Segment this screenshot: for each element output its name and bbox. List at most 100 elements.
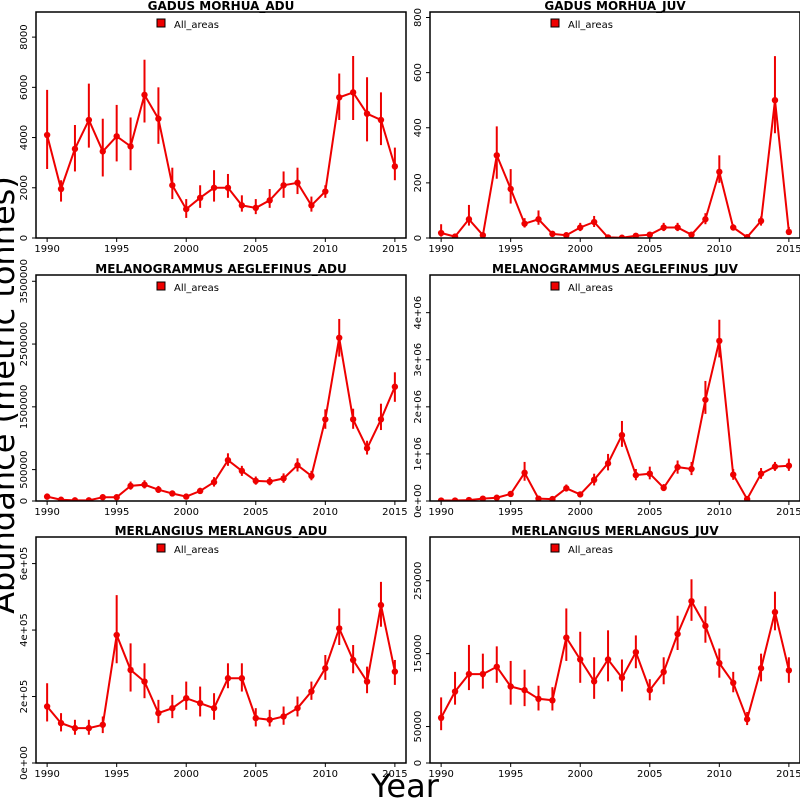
data-point [590,476,598,484]
data-point [674,224,681,231]
data-point [730,679,737,687]
data-point [85,497,93,501]
panel-title: GADUS MORHUA_JUV [544,0,686,14]
y-tick-label: 6e+05 [19,547,30,581]
data-point [322,665,329,672]
data-point [563,634,570,641]
data-point [127,482,134,490]
data-point [169,704,176,712]
series-line [46,604,396,730]
y-tick-label: 1e+06 [413,437,424,471]
legend-swatch [550,18,560,28]
data-point [563,485,570,492]
data-point [688,465,695,473]
data-point [604,460,612,467]
y-tick-label: 600 [413,63,424,82]
y-tick-label: 3e+06 [413,343,424,377]
x-tick-label: 1990 [34,507,59,518]
data-point [113,631,120,639]
data-point [771,608,779,616]
x-tick-label: 2015 [776,244,800,255]
data-point [336,94,343,101]
x-tick-label: 2015 [382,769,407,780]
data-point [604,656,612,663]
data-point [563,232,570,238]
data-point [294,704,301,712]
data-point [71,145,79,153]
data-point [238,202,246,209]
data-point [99,148,106,155]
x-tick-label: 2010 [313,507,338,518]
data-point [479,232,487,238]
data-point [363,445,371,452]
data-point [349,416,357,423]
data-point [618,431,626,439]
panel-title: GADUS MORHUA_ADU [148,0,295,14]
data-point [590,678,598,685]
x-axis-title: Year [370,767,440,800]
data-point [224,675,232,682]
data-point [196,487,204,495]
x-tick-label: 2000 [567,244,592,255]
y-tick-label: 2e+06 [413,390,424,424]
plot-frame [35,11,407,239]
plot-frame [429,536,800,764]
data-point [155,486,162,493]
data-point [349,656,357,664]
data-point [660,224,667,231]
data-point [280,182,287,189]
y-tick-label: 0 [19,235,30,241]
data-point [363,678,371,685]
plot-frame [429,274,800,502]
data-point [252,477,259,485]
data-point [71,724,79,732]
y-tick-label: 800 [413,8,424,27]
data-point [224,184,232,191]
data-point [280,475,287,482]
data-point [730,224,737,231]
x-tick-label: 2005 [637,507,662,518]
plot-area [437,579,793,731]
panel-title: MELANOGRAMMUS AEGLEFINUS_JUV [492,262,739,277]
y-tick-label: 250000 [413,562,424,600]
legend-swatch [550,281,560,291]
panel-title: MERLANGIUS MERLANGUS_ADU [115,524,328,539]
y-tick-label: 4000 [19,125,30,150]
legend: All_areas [550,281,613,294]
data-point [155,709,162,717]
series-line [440,100,790,238]
y-tick-label: 4e+06 [413,296,424,330]
data-point [618,674,626,681]
legend: All_areas [156,543,219,556]
y-tick-label: 0 [19,498,30,504]
x-tick-label: 2010 [707,507,732,518]
x-tick-label: 2005 [243,769,268,780]
plot-area [43,55,399,218]
x-tick-label: 2000 [173,507,198,518]
x-tick-label: 1990 [428,244,453,255]
y-tick-label: 150000 [413,635,424,673]
data-point [507,683,514,690]
plot-frame [429,11,800,239]
data-point [702,396,709,403]
plot-frame [35,274,407,502]
data-point [141,481,148,488]
y-tick-label: 6000 [19,75,30,100]
legend: All_areas [156,18,219,31]
data-point [632,471,640,479]
x-tick-label: 1995 [104,244,129,255]
x-tick-label: 2000 [173,769,198,780]
data-point [43,493,51,500]
data-point [377,416,385,423]
data-point [85,116,93,124]
series-line [441,340,789,501]
data-point [632,648,640,656]
data-point [785,462,793,469]
chart-panel: MERLANGIUS MERLANGUS_ADU 1990 1995 2000 2005… [19,524,408,780]
data-point [743,233,751,238]
data-point [674,463,681,471]
data-point [71,497,79,501]
x-tick-label: 2000 [567,507,592,518]
data-point [363,110,371,117]
data-point [238,675,246,682]
